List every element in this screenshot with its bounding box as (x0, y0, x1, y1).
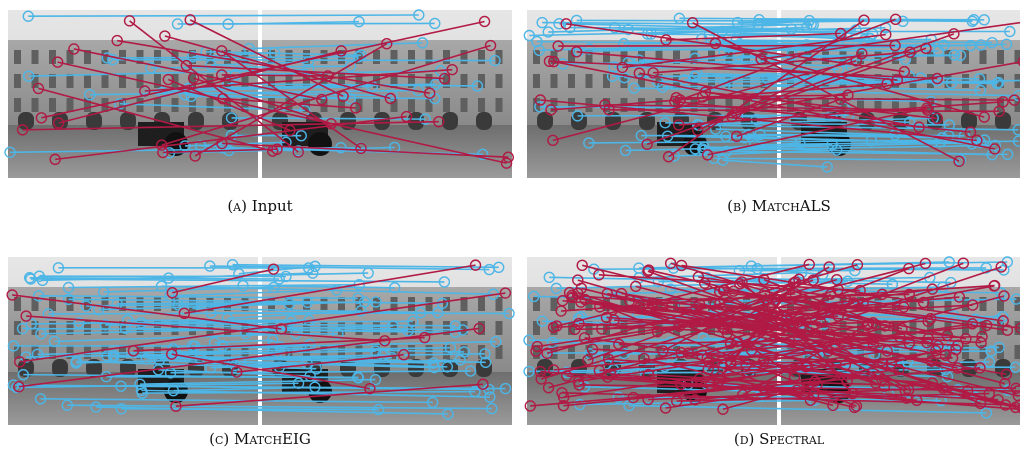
photo-window (443, 50, 450, 64)
photo-window (533, 74, 540, 88)
photo-window (533, 321, 540, 335)
caption-name: Input (252, 197, 293, 215)
photo-window (408, 98, 415, 112)
photo-window (478, 50, 485, 64)
photo-window (67, 98, 74, 112)
photo-window (14, 74, 21, 88)
photo-window (461, 98, 468, 112)
photo-window (67, 74, 74, 88)
panel (5, 10, 513, 178)
caption-name: MatchALS (752, 197, 831, 215)
photo-window (119, 50, 126, 64)
photo-window (478, 98, 485, 112)
photo-window (373, 297, 380, 311)
photo-window (373, 98, 380, 112)
figure: (a) Input (b) MatchALS (c) MatchEIG (d) Spe… (0, 0, 1020, 461)
caption: (a) Input (227, 197, 292, 215)
panel (524, 10, 1020, 178)
photo-window (478, 297, 485, 311)
photo-window (426, 98, 433, 112)
photo-window (32, 50, 39, 64)
caption-label: (d) (734, 430, 755, 448)
photo-window (84, 74, 91, 88)
photo-window (391, 50, 398, 64)
panel (7, 257, 514, 425)
photo-arch (408, 112, 424, 130)
photo-window (997, 50, 1004, 64)
photo-wheel (308, 132, 332, 156)
photo-window (1015, 345, 1020, 359)
match-line (222, 75, 328, 76)
photo-window (207, 98, 214, 112)
photo-window (408, 345, 415, 359)
photo-window (102, 74, 109, 88)
caption: (b) MatchALS (727, 197, 831, 215)
photo-window (533, 297, 540, 311)
photo-window (568, 74, 575, 88)
photo-window (980, 50, 987, 64)
caption-name: MatchEIG (234, 430, 311, 448)
caption-label: (a) (227, 197, 247, 215)
photo-window (551, 74, 558, 88)
photo-window (892, 50, 899, 64)
photo-arch (476, 112, 492, 130)
caption: (c) MatchEIG (209, 430, 311, 448)
photo-window (496, 297, 503, 311)
photo-window (321, 297, 328, 311)
photo-window (14, 50, 21, 64)
caption-name: Spectral (759, 430, 825, 448)
match-line (178, 23, 435, 24)
photo-window (496, 321, 503, 335)
photo-window (408, 50, 415, 64)
photo-window (496, 74, 503, 88)
photo-window (945, 297, 952, 311)
photo-window (408, 297, 415, 311)
match-line (106, 377, 358, 378)
photo-window (49, 98, 56, 112)
photo-window (603, 50, 610, 64)
photo-window (443, 98, 450, 112)
photo-window (496, 98, 503, 112)
caption: (d) Spectral (734, 430, 825, 448)
photo-window (373, 50, 380, 64)
photo-arch (18, 112, 34, 130)
panel (524, 257, 1020, 425)
caption-label: (c) (209, 430, 229, 448)
photo-window (568, 98, 575, 112)
photo-window (338, 297, 345, 311)
photo-window (426, 50, 433, 64)
photo-window (14, 98, 21, 112)
photo-window (32, 98, 39, 112)
photo-window (603, 74, 610, 88)
caption-label: (b) (727, 197, 747, 215)
photo-window (586, 74, 593, 88)
